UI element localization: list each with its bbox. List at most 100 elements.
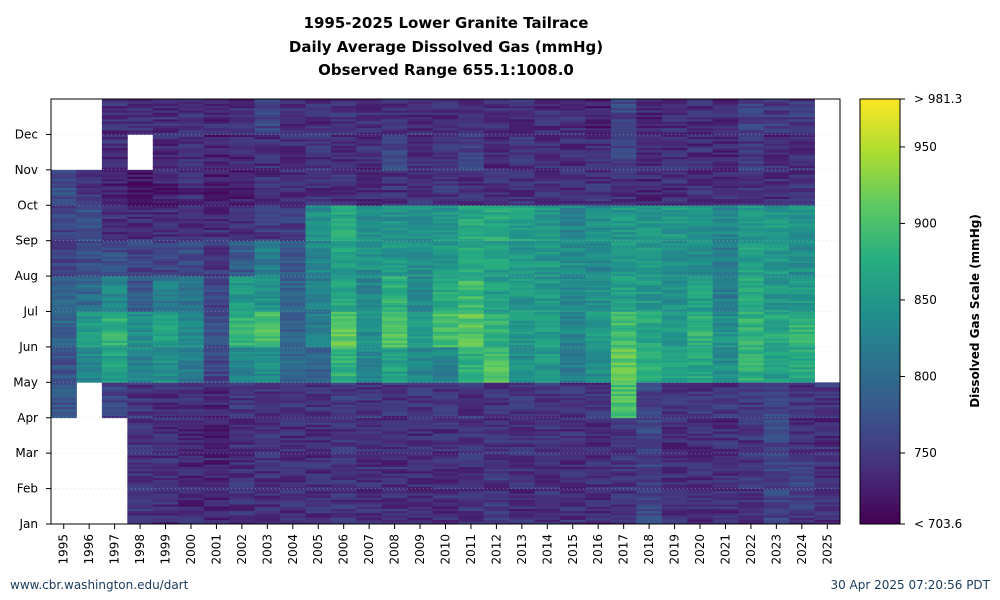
heatmap-cell [509,495,535,498]
heatmap-cell [560,433,586,436]
heatmap-cell [280,364,306,368]
heatmap-cell [407,291,434,295]
heatmap-cell [432,185,459,188]
heatmap-cell [610,163,637,166]
heatmap-cell [381,302,408,306]
heatmap-cell [101,269,128,273]
heatmap-cell [330,448,357,452]
heatmap-cell [127,227,154,230]
heatmap-cell [407,253,434,257]
heatmap-cell [381,315,408,319]
heatmap-cell [330,183,357,186]
heatmap-cell [712,167,739,171]
heatmap-cell [458,278,485,281]
heatmap-cell [381,236,408,239]
heatmap-cell [254,431,281,434]
heatmap-cell [203,273,230,277]
heatmap-cell [330,289,357,292]
heatmap-cell [687,185,714,188]
heatmap-cell [254,313,281,317]
heatmap-cell [560,280,586,284]
heatmap-cell [483,517,510,520]
heatmap-cell [636,160,663,164]
heatmap-cell [381,138,408,142]
heatmap-cell [560,154,586,157]
heatmap-cell [127,247,154,250]
heatmap-cell [356,158,383,162]
heatmap-cell [51,242,77,246]
heatmap-cell [712,375,739,379]
heatmap-cell [178,160,205,164]
heatmap-cell [661,149,688,153]
heatmap-cell [585,298,612,301]
heatmap-cell [636,459,663,463]
heatmap-cell [687,234,714,237]
heatmap-cell [254,138,281,142]
heatmap-cell [356,406,383,410]
heatmap-cell [712,342,739,346]
heatmap-cell [610,521,637,524]
heatmap-cell [76,185,103,188]
heatmap-cell [407,446,434,450]
heatmap-cell [127,470,154,474]
heatmap-cell [305,187,332,191]
heatmap-cell [661,269,688,273]
heatmap-cell [305,344,332,348]
heatmap-cell [381,415,408,419]
heatmap-cell [483,300,510,304]
heatmap-cell [483,267,510,270]
heatmap-cell [636,132,663,135]
heatmap-cell [356,388,383,392]
heatmap-cell [712,238,739,242]
heatmap-cell [178,298,205,301]
heatmap-cell [229,313,256,317]
heatmap-cell [585,431,612,434]
heatmap-cell [432,340,459,343]
heatmap-cell [687,149,714,153]
heatmap-cell [636,422,663,425]
heatmap-cell [280,238,306,242]
heatmap-cell [356,355,383,359]
heatmap-cell [610,229,637,233]
heatmap-cell [483,400,510,403]
heatmap-cell [381,388,408,392]
heatmap-cell [585,163,612,166]
heatmap-cell [610,400,637,403]
heatmap-cell [534,222,561,226]
heatmap-cell [203,402,230,405]
heatmap-cell [636,488,663,492]
heatmap-cell [560,393,586,397]
heatmap-cell [661,101,688,104]
heatmap-cell [254,504,281,507]
heatmap-cell [152,453,179,456]
heatmap-cell [712,433,739,436]
heatmap-cell [280,353,306,357]
heatmap-cell [712,205,739,208]
heatmap-cell [203,154,230,157]
heatmap-cell [280,296,306,299]
heatmap-cell [254,395,281,399]
heatmap-cell [585,318,612,321]
heatmap-cell [280,466,306,470]
heatmap-cell [76,278,103,281]
heatmap-cell [585,470,612,474]
heatmap-cell [560,118,586,122]
heatmap-cell [407,371,434,374]
heatmap-cell [381,245,408,248]
heatmap-cell [407,453,434,456]
heatmap-cell [152,342,179,346]
heatmap-cell [152,464,179,467]
heatmap-cell [356,189,383,193]
heatmap-cell [509,384,535,388]
heatmap-cell [509,143,535,146]
heatmap-cell [203,298,230,301]
heatmap-cell [636,121,663,124]
heatmap-cell [76,331,103,335]
heatmap-cell [560,431,586,434]
heatmap-cell [229,180,256,184]
heatmap-cell [636,382,663,385]
heatmap-cell [127,309,154,312]
heatmap-cell [432,349,459,352]
heatmap-cell [661,326,688,330]
heatmap-cell [101,178,128,182]
